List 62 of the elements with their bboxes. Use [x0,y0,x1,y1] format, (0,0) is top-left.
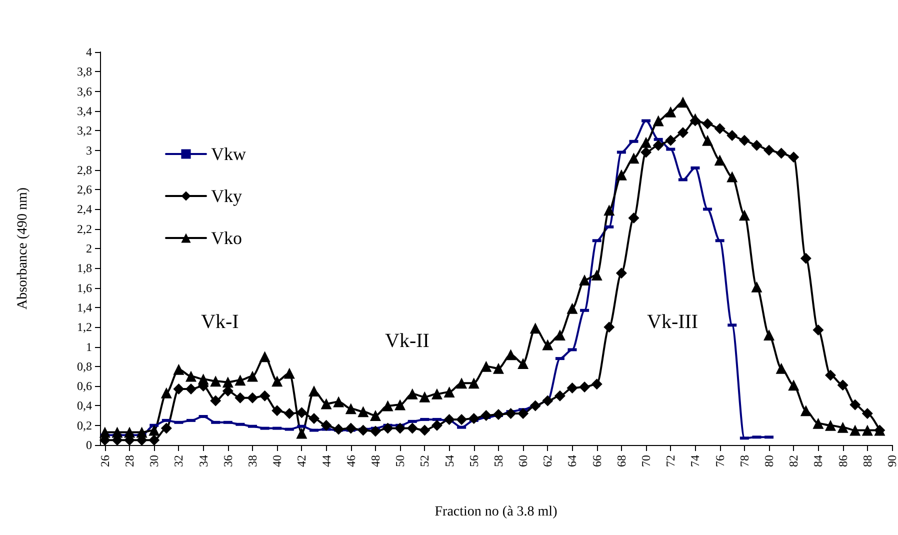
x-tick-label: 84 [811,455,826,467]
y-tick-label: 3,2 [77,124,92,138]
y-tick-label: 0,4 [77,398,92,413]
x-tick-label: 40 [270,455,284,467]
x-tick-label: 70 [639,455,654,467]
x-tick-label: 80 [762,455,776,467]
y-tick-label: 1 [86,340,92,354]
y-tick-label: 2,2 [77,222,92,236]
x-tick-label: 66 [590,455,604,467]
y-tick-label: 0,8 [77,359,92,374]
x-tick-label: 38 [245,455,260,467]
x-tick-label: 74 [688,455,702,467]
y-tick-label: 1,6 [77,280,92,295]
y-tick-label: 3,6 [77,84,92,98]
y-tick-label: 2 [86,242,92,256]
x-tick-label: 46 [344,455,358,467]
x-tick-label: 44 [319,455,334,467]
x-tick-label: 56 [466,455,481,467]
y-tick-label: 1,8 [77,261,92,276]
x-tick-label: 76 [712,455,727,467]
x-tick-label: 54 [442,455,456,467]
legend-label: Vkw [211,144,246,164]
x-tick-label: 88 [860,455,874,467]
x-tick-label: 48 [368,455,382,467]
legend-label: Vko [211,228,242,248]
y-tick-label: 2,6 [77,182,92,197]
x-tick-label: 78 [737,455,752,467]
legend-label: Vky [211,186,242,206]
x-tick-label: 28 [122,455,137,467]
x-tick-label: 62 [540,455,555,467]
annotation: Vk-I [201,311,239,333]
y-tick-label: 0 [86,438,92,452]
x-tick-label: 42 [294,455,309,467]
x-tick-label: 26 [98,455,112,467]
x-tick-label: 36 [220,455,235,467]
x-tick-label: 60 [516,455,530,467]
x-tick-label: 68 [614,455,628,467]
y-tick-label: 1,2 [77,320,92,334]
y-tick-label: 3,4 [77,104,92,118]
x-tick-label: 82 [786,455,801,467]
x-tick-label: 86 [836,455,850,467]
y-tick-label: 0,6 [77,379,92,394]
annotation: Vk-II [385,330,430,352]
y-tick-label: 0,2 [77,418,92,432]
x-tick-label: 32 [172,455,186,467]
x-tick-label: 52 [418,455,432,467]
x-tick-label: 72 [664,455,678,467]
y-tick-label: 2,8 [77,162,92,177]
x-tick-label: 90 [885,455,898,467]
x-tick-label: 30 [147,455,162,467]
annotation: Vk-III [647,311,698,333]
y-tick-label: 2,4 [77,202,92,216]
y-tick-label: 3,8 [77,64,92,79]
x-tick-label: 64 [565,455,580,467]
y-axis-title: Absorbance (490 nm) [16,187,30,310]
y-tick-label: 4 [86,45,92,59]
x-tick-label: 34 [196,455,210,467]
x-tick-label: 50 [393,455,408,467]
y-tick-label: 1,4 [77,300,92,314]
y-tick-label: 3 [86,143,92,158]
x-tick-label: 58 [491,455,506,467]
x-axis-title: Fraction no (à 3.8 ml) [434,504,558,520]
